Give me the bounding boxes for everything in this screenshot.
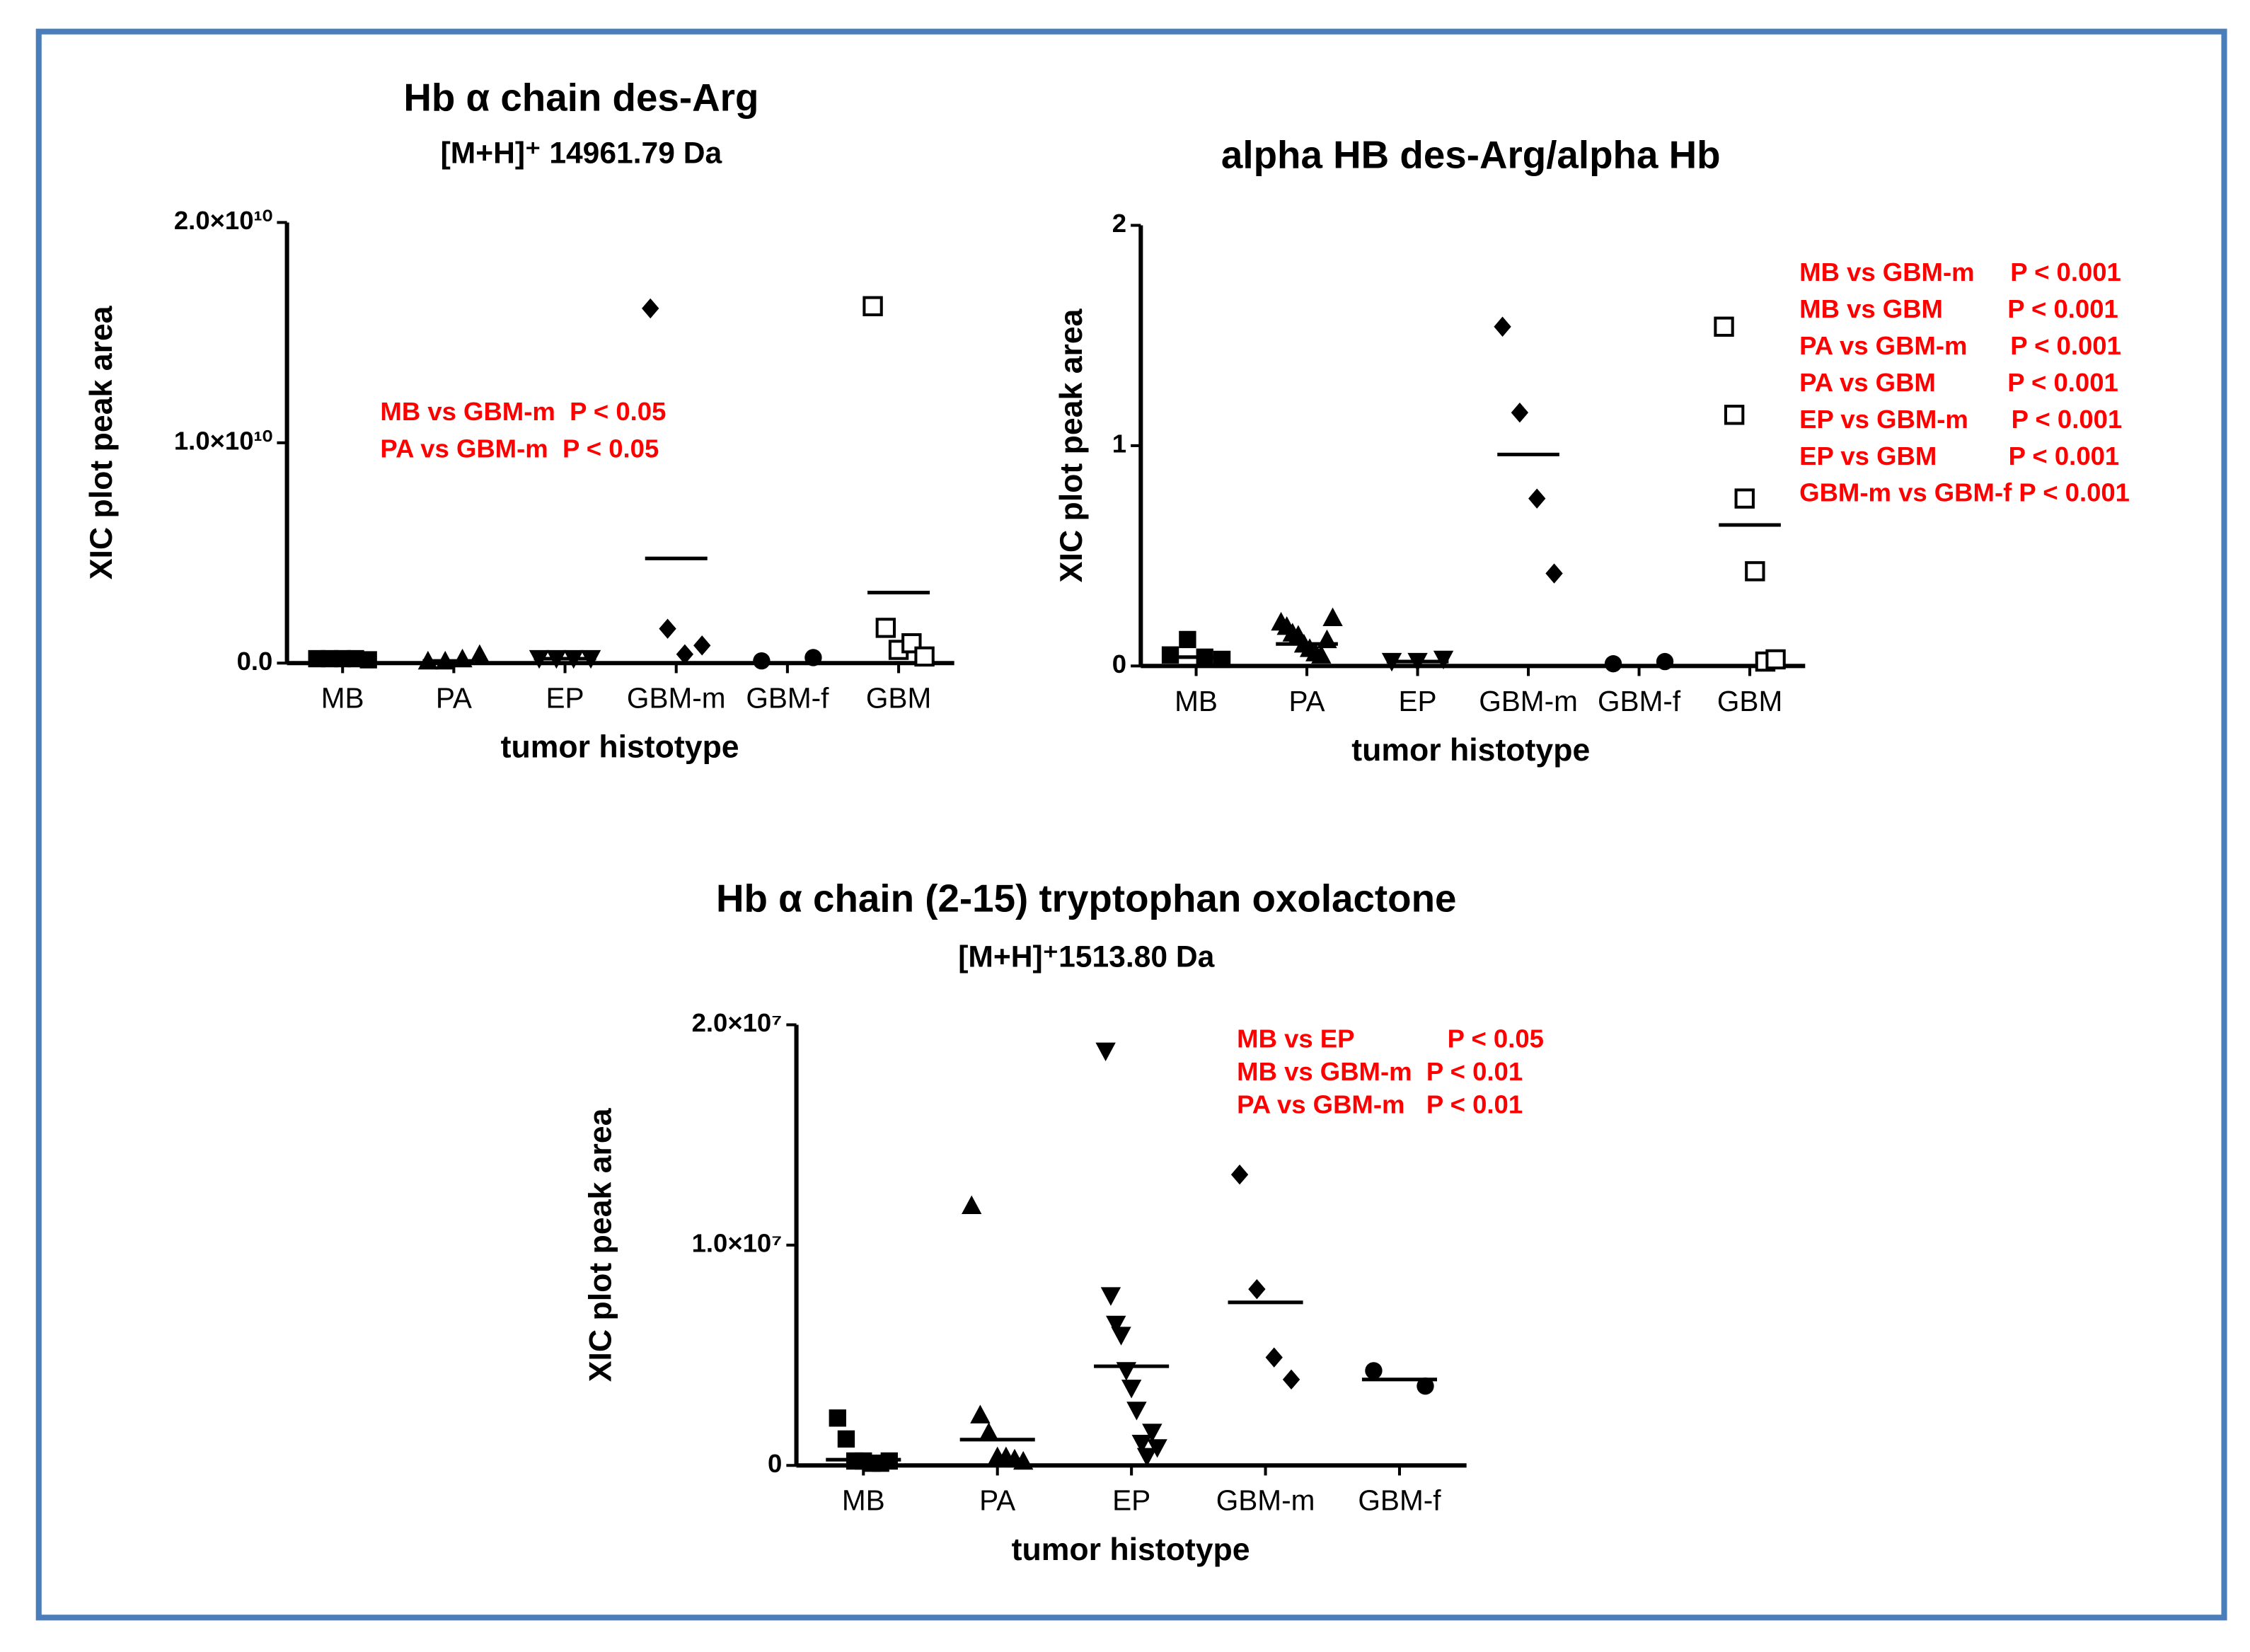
y-tick-label: 0.0 [237, 647, 273, 676]
x-tick-label: GBM [1717, 685, 1782, 717]
y-tick-label: 2 [1112, 209, 1126, 238]
point [1161, 646, 1179, 664]
point [829, 1409, 846, 1427]
x-tick-label: EP [1399, 685, 1437, 717]
point [1213, 650, 1231, 669]
x-tick-label: GBM-f [746, 682, 829, 715]
point [970, 1404, 991, 1423]
x-tick-label: MB [1175, 685, 1218, 717]
annotation: MB vs GBM P < 0.001 [1799, 294, 2118, 323]
x-tick-label: PA [1289, 685, 1325, 717]
y-tick-label: 2.0×10¹⁰ [174, 206, 273, 235]
y-tick-label: 0 [1112, 649, 1126, 678]
point [914, 646, 935, 667]
annotation: MB vs GBM-m P < 0.01 [1237, 1057, 1523, 1086]
y-axis-label: XIC plot peak area [584, 1107, 618, 1382]
point [1322, 607, 1343, 626]
point [1136, 1448, 1158, 1467]
annotation: GBM-m vs GBM-f P < 0.001 [1799, 478, 2130, 507]
point [1311, 645, 1332, 664]
x-tick-label: EP [546, 682, 584, 715]
point [1604, 655, 1622, 673]
x-tick-label: MB [321, 682, 364, 715]
y-axis-label: XIC plot peak area [84, 305, 119, 579]
point [1230, 1165, 1249, 1185]
point [1131, 1434, 1152, 1454]
x-axis-label: tumor histotype [1012, 1532, 1250, 1567]
x-tick-label: PA [979, 1484, 1015, 1517]
point [1724, 405, 1745, 425]
point [1656, 652, 1674, 671]
point [1734, 488, 1755, 509]
point [1765, 649, 1786, 670]
annotation: MB vs GBM-m P < 0.05 [380, 397, 666, 426]
x-tick-label: GBM-f [1598, 685, 1681, 717]
x-axis-label: tumor histotype [501, 730, 739, 765]
point [1126, 1402, 1147, 1421]
x-tick-label: MB [842, 1484, 885, 1517]
point [1365, 1362, 1383, 1380]
point [804, 649, 822, 666]
y-tick-label: 1 [1112, 429, 1126, 458]
x-axis-label: tumor histotype [1351, 733, 1590, 768]
annotation: MB vs GBM-m P < 0.001 [1799, 258, 2121, 287]
point [837, 1430, 855, 1448]
point [1142, 1423, 1162, 1443]
point [1100, 1287, 1121, 1306]
annotation: PA vs GBM-m P < 0.001 [1799, 331, 2121, 360]
chart-title: alpha HB des-Arg/alpha Hb [1221, 133, 1721, 177]
x-tick-label: GBM-f [1358, 1484, 1441, 1517]
point [1111, 1327, 1131, 1346]
annotation: EP vs GBM P < 0.001 [1799, 441, 2119, 470]
x-tick-label: GBM-m [1216, 1484, 1315, 1517]
point [469, 644, 490, 663]
point [1095, 1042, 1116, 1062]
chart-title: Hb α chain (2-15) tryptophan oxolactone [716, 876, 1456, 920]
x-tick-label: EP [1112, 1484, 1150, 1517]
point [1013, 1450, 1034, 1470]
point [1511, 402, 1529, 423]
x-tick-label: GBM-m [627, 682, 726, 715]
point [875, 618, 896, 638]
point [862, 296, 883, 316]
point [979, 1422, 999, 1441]
point [1282, 1369, 1300, 1390]
y-tick-label: 2.0×10⁷ [692, 1008, 783, 1037]
y-tick-label: 0 [768, 1449, 782, 1478]
chart-title: Hb α chain des-Arg [403, 75, 758, 119]
y-tick-label: 1.0×10⁷ [692, 1229, 783, 1258]
point [753, 652, 771, 670]
point [1528, 488, 1546, 509]
y-tick-label: 1.0×10¹⁰ [174, 426, 273, 455]
annotation: PA vs GBM-m P < 0.05 [380, 434, 659, 463]
point [1494, 316, 1511, 337]
point [1745, 561, 1765, 582]
annotation: PA vs GBM-m P < 0.01 [1237, 1090, 1523, 1119]
annotation: MB vs EP P < 0.05 [1237, 1024, 1544, 1053]
y-axis-label: XIC plot peak area [1054, 308, 1089, 582]
chart-subtitle: [M+H]⁺1513.80 Da [958, 940, 1214, 974]
annotation: PA vs GBM P < 0.001 [1799, 368, 2118, 397]
point [1417, 1377, 1434, 1395]
frame [35, 28, 2227, 1621]
point [1147, 1439, 1167, 1458]
x-tick-label: GBM [866, 682, 931, 715]
point [1248, 1278, 1266, 1300]
point [1265, 1347, 1283, 1368]
point [962, 1195, 982, 1214]
annotation: EP vs GBM-m P < 0.001 [1799, 405, 2122, 434]
point [1179, 630, 1196, 649]
point [1106, 1315, 1126, 1335]
chart-subtitle: [M+H]⁺ 14961.79 Da [441, 136, 722, 170]
x-tick-label: GBM-m [1479, 685, 1578, 717]
x-tick-label: PA [436, 682, 472, 715]
point [1714, 316, 1734, 337]
point [1121, 1380, 1142, 1399]
